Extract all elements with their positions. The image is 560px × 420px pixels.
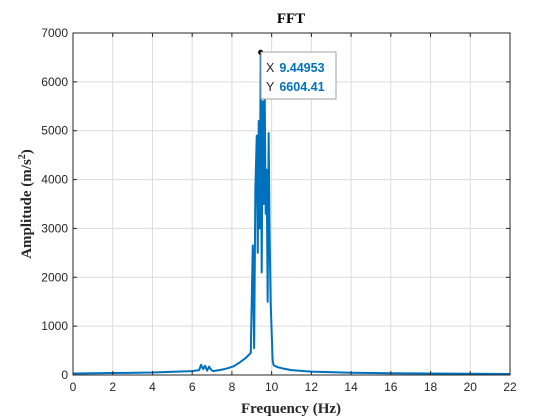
datatip-x-value: 9.44953 (279, 61, 324, 75)
y-tick-label: 1000 (41, 319, 68, 333)
y-axis-title-base: Amplitude (m/s (19, 159, 35, 259)
y-axis-title: Amplitude (m/s2) (17, 149, 35, 259)
y-tick-label: 5000 (41, 124, 68, 138)
x-tick-label: 12 (305, 380, 319, 394)
x-tick-label: 6 (189, 380, 196, 394)
series-group (72, 51, 511, 376)
y-tick-label: 6000 (41, 75, 68, 89)
x-axis-ticks: 0 2 4 6 8 10 12 14 16 18 20 22 (70, 33, 517, 394)
x-tick-label: 2 (109, 380, 116, 394)
x-tick-label: 22 (503, 380, 517, 394)
datatip-x-row: X 9.44953 (266, 61, 325, 75)
x-axis-title: Frequency (Hz) (241, 401, 341, 417)
datatip-y-value: 6604.41 (279, 80, 324, 94)
datatip-y-row: Y 6604.41 (266, 80, 325, 94)
datatip-y-label: Y (266, 80, 275, 94)
y-tick-label: 7000 (41, 26, 68, 40)
x-tick-label: 10 (265, 380, 279, 394)
fft-series-line (72, 51, 511, 376)
x-tick-label: 8 (229, 380, 236, 394)
y-tick-label: 3000 (41, 221, 68, 235)
y-tick-label: 2000 (41, 270, 68, 284)
y-tick-label: 4000 (41, 173, 68, 187)
axes-box (72, 32, 511, 376)
datatip-box (260, 51, 337, 100)
datatip[interactable]: X 9.44953 Y 6604.41 (258, 49, 337, 100)
x-tick-label: 18 (424, 380, 438, 394)
y-tick-label: 0 (61, 368, 68, 382)
x-tick-label: 20 (464, 380, 478, 394)
x-tick-label: 0 (70, 380, 77, 394)
x-tick-label: 16 (384, 380, 398, 394)
x-tick-label: 4 (149, 380, 156, 394)
datatip-x-label: X (266, 61, 275, 75)
y-axis-title-close: ) (19, 149, 35, 154)
x-tick-label: 14 (344, 380, 358, 394)
chart-title: FFT (277, 11, 305, 27)
y-axis-ticks: 0 1000 2000 3000 4000 5000 6000 7000 (41, 26, 510, 382)
y-axis-title-superscript: 2 (17, 154, 28, 159)
